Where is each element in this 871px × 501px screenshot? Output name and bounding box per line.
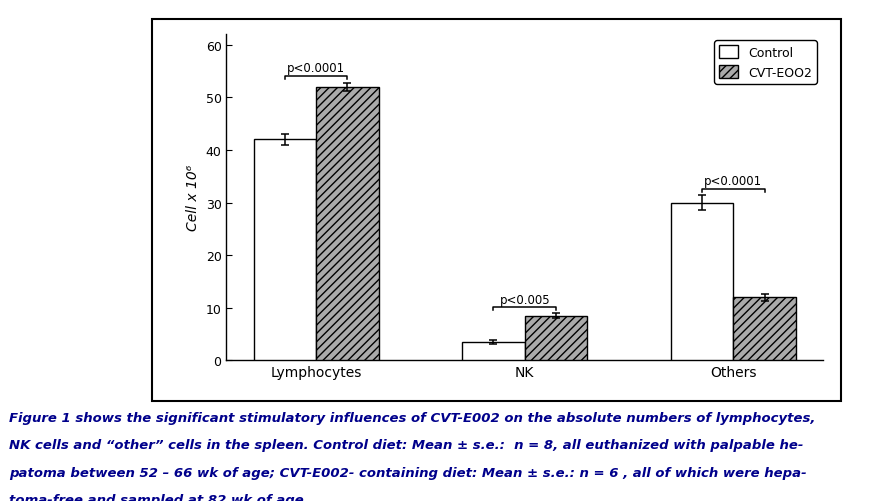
- Text: p<0.0001: p<0.0001: [287, 62, 345, 75]
- Bar: [316, 88, 379, 361]
- Text: Figure 1 shows the significant stimulatory influences of CVT-E002 on the absolut: Figure 1 shows the significant stimulato…: [9, 411, 815, 424]
- Text: NK cells and “other” cells in the spleen. Control diet: Mean ± s.e.:  n = 8, all: NK cells and “other” cells in the spleen…: [9, 438, 803, 451]
- Bar: [733, 298, 796, 361]
- Text: p<0.0001: p<0.0001: [705, 175, 762, 188]
- Text: patoma between 52 – 66 wk of age; CVT-E002- containing diet: Mean ± s.e.: n = 6 : patoma between 52 – 66 wk of age; CVT-E0…: [9, 466, 807, 479]
- Bar: [524, 316, 587, 361]
- Text: toma-free and sampled at 82 wk of age.: toma-free and sampled at 82 wk of age.: [9, 493, 308, 501]
- Text: p<0.005: p<0.005: [499, 293, 550, 306]
- Legend: Control, CVT-EOO2: Control, CVT-EOO2: [714, 41, 817, 85]
- Y-axis label: Cell x 10⁶: Cell x 10⁶: [186, 165, 200, 231]
- Bar: [463, 342, 524, 361]
- Bar: [671, 203, 733, 361]
- Bar: [253, 140, 316, 361]
